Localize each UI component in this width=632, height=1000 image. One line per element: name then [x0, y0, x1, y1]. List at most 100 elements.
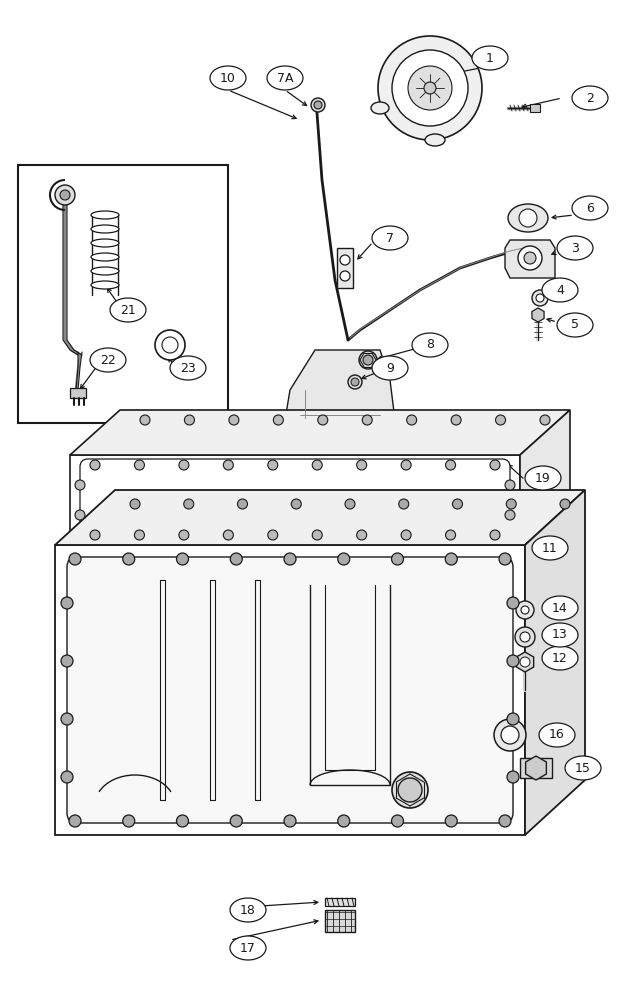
- Circle shape: [446, 530, 456, 540]
- Ellipse shape: [91, 239, 119, 247]
- Circle shape: [536, 294, 544, 302]
- Polygon shape: [505, 240, 555, 278]
- Circle shape: [123, 553, 135, 565]
- Circle shape: [140, 415, 150, 425]
- Circle shape: [408, 66, 452, 110]
- Ellipse shape: [508, 204, 548, 232]
- Bar: [520, 758, 552, 778]
- Text: 19: 19: [535, 472, 551, 485]
- Circle shape: [75, 480, 85, 490]
- Ellipse shape: [532, 536, 568, 560]
- Text: 8: 8: [426, 338, 434, 352]
- Text: 9: 9: [386, 361, 394, 374]
- Circle shape: [490, 460, 500, 470]
- Circle shape: [362, 415, 372, 425]
- Ellipse shape: [372, 226, 408, 250]
- Circle shape: [519, 209, 537, 227]
- Ellipse shape: [542, 278, 578, 302]
- Ellipse shape: [557, 313, 593, 337]
- Circle shape: [406, 415, 416, 425]
- Polygon shape: [285, 350, 395, 420]
- Circle shape: [392, 772, 428, 808]
- Circle shape: [223, 530, 233, 540]
- Polygon shape: [55, 545, 525, 835]
- Ellipse shape: [557, 236, 593, 260]
- Circle shape: [61, 713, 73, 725]
- Text: 4: 4: [556, 284, 564, 296]
- Ellipse shape: [267, 66, 303, 90]
- Ellipse shape: [90, 348, 126, 372]
- Ellipse shape: [572, 86, 608, 110]
- Circle shape: [90, 530, 100, 540]
- Text: 2: 2: [586, 92, 594, 104]
- Circle shape: [391, 553, 403, 565]
- Circle shape: [345, 499, 355, 509]
- Bar: [70, 388, 86, 398]
- Ellipse shape: [472, 46, 508, 70]
- Circle shape: [162, 337, 178, 353]
- Circle shape: [318, 415, 328, 425]
- Bar: [530, 104, 540, 112]
- Circle shape: [446, 553, 457, 565]
- Ellipse shape: [91, 211, 119, 219]
- Circle shape: [524, 252, 536, 264]
- Circle shape: [446, 815, 457, 827]
- Circle shape: [230, 553, 242, 565]
- Circle shape: [312, 460, 322, 470]
- Circle shape: [337, 553, 349, 565]
- Circle shape: [378, 36, 482, 140]
- Circle shape: [532, 290, 548, 306]
- Ellipse shape: [425, 134, 445, 146]
- Text: 7: 7: [386, 232, 394, 244]
- Circle shape: [399, 499, 409, 509]
- Circle shape: [176, 553, 188, 565]
- Circle shape: [135, 530, 145, 540]
- Circle shape: [521, 606, 529, 614]
- Text: 21: 21: [120, 304, 136, 316]
- Ellipse shape: [91, 267, 119, 275]
- Circle shape: [229, 415, 239, 425]
- Circle shape: [516, 601, 534, 619]
- Circle shape: [135, 460, 145, 470]
- Ellipse shape: [572, 196, 608, 220]
- Ellipse shape: [210, 66, 246, 90]
- Circle shape: [223, 460, 233, 470]
- Circle shape: [505, 510, 515, 520]
- Circle shape: [238, 499, 248, 509]
- Polygon shape: [55, 490, 585, 545]
- Circle shape: [179, 460, 189, 470]
- Circle shape: [356, 460, 367, 470]
- Text: 17: 17: [240, 942, 256, 954]
- Ellipse shape: [170, 356, 206, 380]
- Circle shape: [505, 480, 515, 490]
- Circle shape: [273, 415, 283, 425]
- Circle shape: [230, 815, 242, 827]
- Ellipse shape: [542, 623, 578, 647]
- Ellipse shape: [371, 102, 389, 114]
- Text: 18: 18: [240, 904, 256, 916]
- Circle shape: [495, 415, 506, 425]
- Polygon shape: [70, 455, 520, 545]
- Circle shape: [453, 499, 463, 509]
- Circle shape: [363, 355, 373, 365]
- Circle shape: [351, 378, 359, 386]
- Circle shape: [424, 82, 436, 94]
- Circle shape: [312, 530, 322, 540]
- Circle shape: [314, 101, 322, 109]
- Circle shape: [155, 330, 185, 360]
- Circle shape: [506, 499, 516, 509]
- Ellipse shape: [91, 281, 119, 289]
- Bar: [337, 248, 353, 288]
- Circle shape: [490, 530, 500, 540]
- Polygon shape: [520, 410, 570, 545]
- Ellipse shape: [539, 723, 575, 747]
- Circle shape: [518, 246, 542, 270]
- Circle shape: [61, 655, 73, 667]
- Circle shape: [446, 460, 456, 470]
- Text: 23: 23: [180, 361, 196, 374]
- Circle shape: [520, 657, 530, 667]
- Circle shape: [401, 460, 411, 470]
- Text: 5: 5: [571, 318, 579, 332]
- Circle shape: [179, 530, 189, 540]
- Circle shape: [515, 627, 535, 647]
